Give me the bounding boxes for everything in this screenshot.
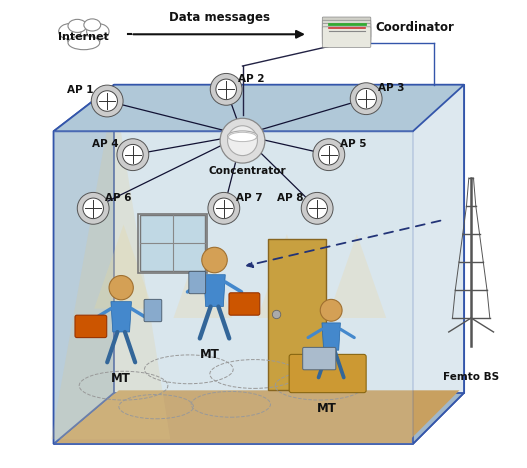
Text: MT: MT: [111, 372, 131, 385]
Circle shape: [350, 83, 382, 115]
Text: MT: MT: [200, 348, 220, 361]
Circle shape: [313, 139, 345, 171]
Ellipse shape: [67, 28, 101, 48]
FancyBboxPatch shape: [323, 23, 371, 44]
FancyBboxPatch shape: [140, 215, 205, 271]
Polygon shape: [257, 234, 316, 318]
Polygon shape: [58, 390, 460, 442]
FancyBboxPatch shape: [302, 347, 336, 370]
Text: AP 8: AP 8: [277, 193, 303, 203]
Polygon shape: [94, 225, 153, 309]
Circle shape: [208, 192, 240, 224]
Text: AP 5: AP 5: [340, 139, 367, 149]
Polygon shape: [114, 85, 464, 393]
Circle shape: [83, 198, 103, 219]
Circle shape: [272, 310, 281, 319]
Text: Femto BS: Femto BS: [443, 372, 499, 381]
Polygon shape: [54, 85, 464, 132]
Bar: [139, 214, 207, 273]
Circle shape: [97, 91, 118, 111]
Polygon shape: [111, 302, 131, 332]
Circle shape: [220, 118, 265, 163]
Circle shape: [77, 192, 109, 224]
Polygon shape: [413, 85, 464, 444]
Text: Coordinator: Coordinator: [375, 21, 454, 34]
Ellipse shape: [84, 19, 101, 31]
Polygon shape: [54, 85, 114, 444]
Ellipse shape: [58, 23, 81, 39]
Polygon shape: [327, 234, 386, 318]
Text: AP 1: AP 1: [67, 86, 93, 95]
Bar: [268, 239, 327, 390]
Circle shape: [307, 198, 327, 219]
Text: AP 7: AP 7: [236, 193, 262, 203]
Circle shape: [210, 73, 242, 105]
FancyBboxPatch shape: [189, 271, 206, 294]
Circle shape: [91, 85, 123, 117]
Ellipse shape: [86, 23, 109, 39]
Polygon shape: [54, 132, 413, 444]
Ellipse shape: [68, 19, 86, 32]
Polygon shape: [51, 89, 170, 439]
Circle shape: [318, 145, 339, 165]
Ellipse shape: [228, 131, 257, 141]
Circle shape: [320, 300, 342, 321]
Polygon shape: [322, 323, 340, 350]
Circle shape: [109, 276, 133, 300]
FancyBboxPatch shape: [323, 17, 371, 37]
Text: AP 6: AP 6: [105, 193, 131, 203]
Circle shape: [216, 79, 237, 100]
Circle shape: [123, 145, 143, 165]
FancyBboxPatch shape: [229, 293, 260, 315]
Text: Data messages: Data messages: [169, 11, 270, 24]
Text: Concentrator: Concentrator: [208, 166, 286, 176]
FancyBboxPatch shape: [75, 315, 107, 337]
Ellipse shape: [229, 132, 257, 142]
Text: Internet: Internet: [58, 32, 109, 42]
Text: AP 2: AP 2: [238, 74, 265, 84]
Text: MT: MT: [317, 402, 336, 415]
Circle shape: [202, 247, 227, 273]
Text: AP 4: AP 4: [92, 139, 119, 149]
Circle shape: [301, 192, 333, 224]
Text: AP 3: AP 3: [378, 83, 404, 93]
FancyBboxPatch shape: [289, 354, 366, 393]
FancyBboxPatch shape: [323, 27, 371, 47]
Ellipse shape: [68, 36, 100, 50]
FancyBboxPatch shape: [323, 20, 371, 41]
FancyBboxPatch shape: [144, 300, 162, 322]
Circle shape: [213, 198, 234, 219]
Polygon shape: [54, 393, 464, 444]
Circle shape: [228, 126, 257, 155]
Circle shape: [117, 139, 149, 171]
Circle shape: [356, 88, 376, 109]
Polygon shape: [173, 234, 232, 318]
Polygon shape: [204, 275, 225, 307]
